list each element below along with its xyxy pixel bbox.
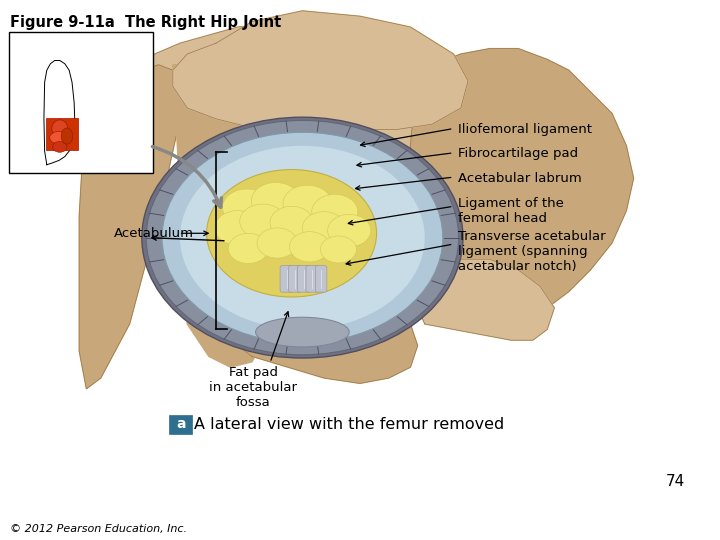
Text: Fibrocartilage pad: Fibrocartilage pad — [458, 147, 578, 160]
Text: Iliofemoral ligament: Iliofemoral ligament — [458, 123, 592, 136]
FancyBboxPatch shape — [289, 266, 302, 292]
Circle shape — [270, 206, 313, 239]
Text: 74: 74 — [666, 474, 685, 489]
Text: a: a — [176, 417, 186, 431]
Circle shape — [228, 233, 269, 264]
Circle shape — [207, 170, 377, 297]
Ellipse shape — [52, 120, 68, 137]
FancyBboxPatch shape — [9, 32, 153, 173]
Polygon shape — [173, 11, 468, 130]
Circle shape — [320, 236, 356, 263]
Ellipse shape — [50, 131, 70, 144]
Circle shape — [251, 183, 300, 219]
Circle shape — [240, 204, 286, 239]
Circle shape — [283, 185, 332, 222]
Polygon shape — [418, 259, 554, 340]
Polygon shape — [410, 49, 634, 324]
FancyBboxPatch shape — [280, 266, 293, 292]
Text: Figure 9-11a  The Right Hip Joint: Figure 9-11a The Right Hip Joint — [10, 15, 282, 30]
Circle shape — [142, 117, 463, 358]
Circle shape — [328, 214, 371, 247]
Circle shape — [180, 146, 425, 329]
Text: Acetabular labrum: Acetabular labrum — [458, 172, 582, 185]
Text: A lateral view with the femur removed: A lateral view with the femur removed — [194, 417, 505, 432]
Polygon shape — [238, 292, 418, 383]
Ellipse shape — [53, 141, 67, 152]
Circle shape — [215, 211, 261, 245]
Circle shape — [146, 120, 459, 355]
FancyBboxPatch shape — [169, 415, 192, 434]
Circle shape — [302, 212, 346, 244]
Polygon shape — [173, 65, 295, 367]
Text: Acetabulum: Acetabulum — [114, 227, 194, 240]
Circle shape — [289, 232, 330, 262]
FancyBboxPatch shape — [46, 118, 78, 150]
Circle shape — [312, 194, 358, 229]
Text: Transverse acetabular
ligament (spanning
acetabular notch): Transverse acetabular ligament (spanning… — [458, 230, 606, 273]
Circle shape — [162, 132, 443, 343]
Ellipse shape — [61, 128, 73, 144]
FancyBboxPatch shape — [297, 266, 310, 292]
Circle shape — [257, 228, 297, 258]
Polygon shape — [79, 65, 180, 389]
FancyBboxPatch shape — [306, 266, 319, 292]
Circle shape — [222, 189, 271, 226]
Polygon shape — [94, 22, 468, 216]
Text: Fat pad
in acetabular
fossa: Fat pad in acetabular fossa — [210, 366, 297, 409]
Text: Ligament of the
femoral head: Ligament of the femoral head — [458, 197, 564, 225]
Text: © 2012 Pearson Education, Inc.: © 2012 Pearson Education, Inc. — [10, 523, 187, 534]
Ellipse shape — [256, 317, 349, 347]
FancyBboxPatch shape — [315, 266, 327, 292]
